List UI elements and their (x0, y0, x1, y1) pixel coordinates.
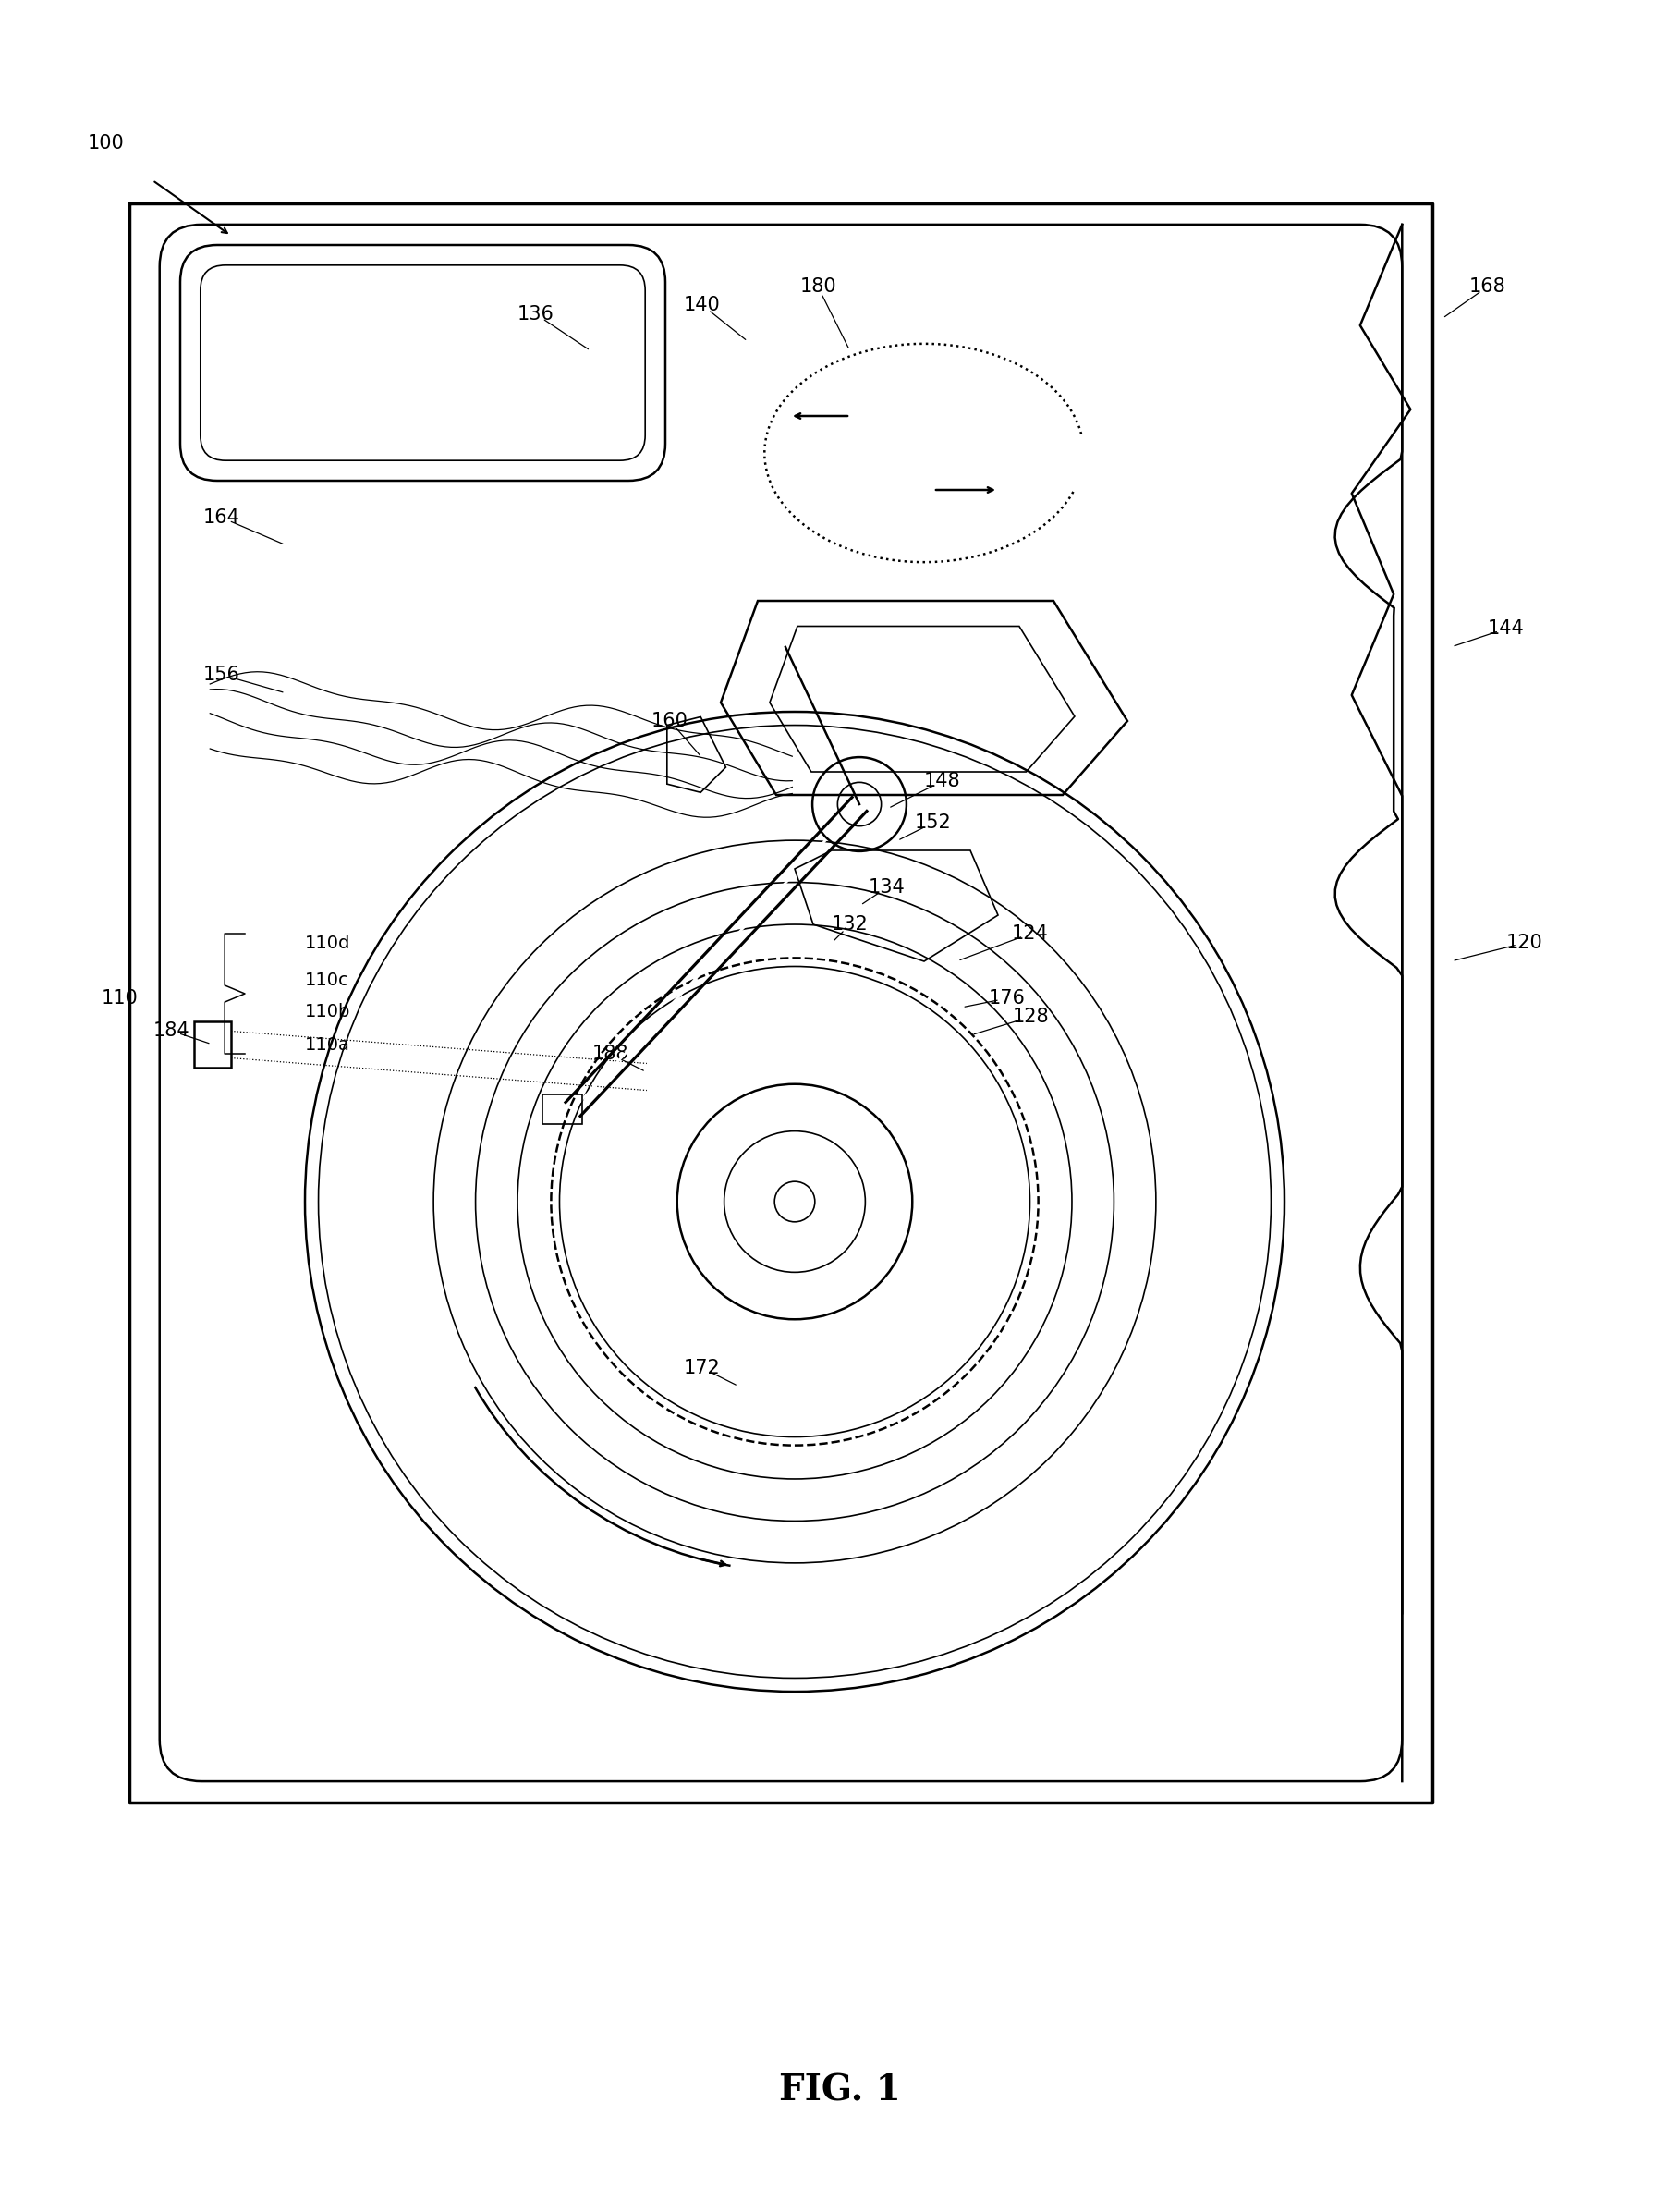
Text: 100: 100 (87, 135, 124, 153)
Text: 110b: 110b (306, 1004, 351, 1022)
Text: 148: 148 (924, 772, 961, 790)
Text: 136: 136 (517, 305, 554, 323)
Text: 176: 176 (990, 989, 1026, 1006)
Text: 156: 156 (203, 666, 240, 684)
Text: 110c: 110c (306, 971, 349, 989)
Text: 110a: 110a (306, 1035, 349, 1053)
Text: 128: 128 (1011, 1006, 1048, 1026)
Text: 134: 134 (869, 878, 906, 896)
Text: 184: 184 (153, 1022, 190, 1040)
Text: 132: 132 (832, 916, 869, 933)
Bar (195, 1022, 232, 1068)
Text: 144: 144 (1488, 619, 1525, 637)
Text: 152: 152 (916, 814, 951, 832)
Text: 124: 124 (1011, 925, 1048, 942)
Text: 188: 188 (591, 1044, 628, 1064)
Text: 110: 110 (102, 989, 138, 1006)
Text: 168: 168 (1470, 276, 1507, 296)
Text: 164: 164 (203, 509, 240, 526)
Text: 110d: 110d (306, 933, 351, 951)
Text: 172: 172 (684, 1358, 721, 1378)
Text: 180: 180 (800, 276, 837, 296)
Text: 120: 120 (1507, 933, 1544, 951)
Text: 160: 160 (652, 712, 689, 730)
Text: FIG. 1: FIG. 1 (780, 2073, 900, 2108)
Text: 140: 140 (684, 296, 721, 314)
